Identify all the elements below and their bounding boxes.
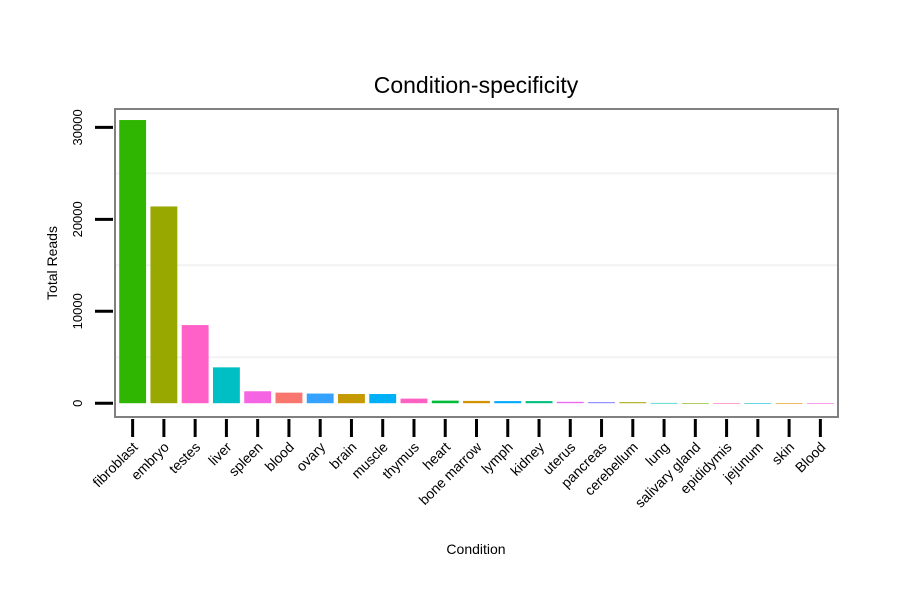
bar-embryo	[150, 206, 178, 404]
bar-lung	[650, 402, 678, 404]
x-tick-label: kidney	[507, 439, 547, 479]
bar-skin	[775, 403, 803, 404]
x-tick-label: testes	[166, 439, 204, 477]
x-tick-label: blood	[262, 439, 298, 475]
x-tick-label: ovary	[293, 439, 329, 475]
x-tick-label: spleen	[225, 439, 265, 479]
y-axis-label: Total Reads	[44, 226, 60, 300]
bar-kidney	[525, 401, 553, 404]
bar-fibroblast	[119, 120, 147, 404]
bar-epididymis	[713, 403, 741, 404]
chart-title: Condition-specificity	[374, 72, 579, 98]
bar-cerebellum	[619, 402, 647, 404]
bar-blood	[275, 392, 303, 404]
plot-frame	[114, 108, 839, 418]
y-tick-label: 30000	[70, 109, 85, 145]
bar-ovary	[306, 393, 334, 404]
bar-lymph	[494, 401, 522, 404]
bar-blood	[806, 403, 834, 404]
bar-jejunum	[744, 403, 772, 404]
bar-heart	[431, 400, 459, 404]
x-axis-label: Condition	[446, 541, 505, 557]
bars	[119, 120, 834, 404]
bar-testes	[181, 325, 209, 404]
bar-brain	[338, 394, 365, 404]
bar-liver	[212, 367, 240, 404]
y-tick-label: 0	[70, 400, 85, 407]
bar-bone-marrow	[463, 400, 490, 404]
bar-thymus	[400, 398, 428, 404]
y-tick-label: 10000	[70, 293, 85, 329]
grid-lines	[115, 172, 838, 359]
bar-uterus	[556, 401, 584, 404]
bar-muscle	[369, 394, 397, 404]
x-tick-label: Blood	[792, 439, 829, 476]
y-tick-label: 20000	[70, 201, 85, 237]
bar-spleen	[244, 391, 272, 404]
x-tick-label: fibroblast	[89, 439, 141, 491]
y-axis: 0 10000 20000 30000	[70, 109, 113, 407]
bar-pancreas	[588, 402, 615, 404]
bar-salivary-gland	[681, 403, 709, 404]
